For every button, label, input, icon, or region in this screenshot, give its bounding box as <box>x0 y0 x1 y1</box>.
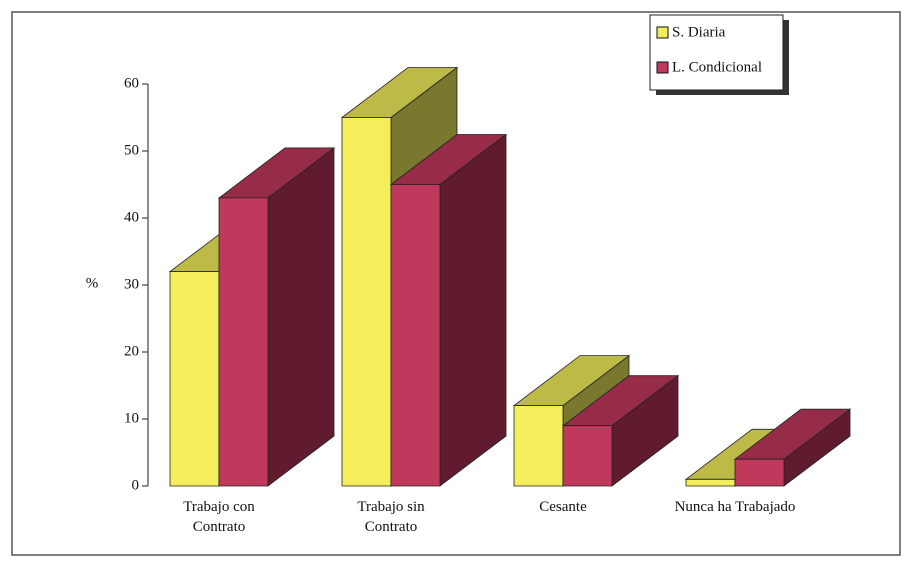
y-tick-label: 60 <box>124 75 139 91</box>
bar <box>561 374 680 487</box>
legend-label: S. Diaria <box>672 24 726 40</box>
x-tick-label: Trabajo sin Contrato <box>357 499 425 535</box>
y-tick-label: 50 <box>124 142 139 158</box>
bar-side <box>439 133 507 487</box>
legend-label: L. Condicional <box>672 59 762 75</box>
x-tick-label: Cesante <box>539 499 587 515</box>
bar-front <box>218 197 269 487</box>
bar-front <box>734 458 785 487</box>
y-tick-label: 10 <box>124 410 139 426</box>
bar-front <box>169 271 220 487</box>
bar-front <box>513 405 564 487</box>
y-tick-label: 30 <box>124 276 139 292</box>
bar-front <box>390 184 441 487</box>
bar-front <box>685 478 736 487</box>
legend-swatch <box>656 26 669 39</box>
bar-side <box>267 147 335 487</box>
bar-front <box>562 425 613 487</box>
y-tick-label: 40 <box>124 209 139 225</box>
y-tick-label: 0 <box>132 477 140 493</box>
legend-swatch <box>656 61 669 74</box>
bar <box>389 133 508 487</box>
bar <box>217 147 336 487</box>
y-tick-label: 20 <box>124 343 139 359</box>
x-tick-label: Nunca ha Trabajado <box>674 499 796 515</box>
y-axis-label: % <box>86 275 99 291</box>
x-tick-label: Trabajo con Contrato <box>183 499 255 535</box>
legend <box>649 14 784 91</box>
bar <box>733 408 852 487</box>
bar-front <box>341 117 392 487</box>
